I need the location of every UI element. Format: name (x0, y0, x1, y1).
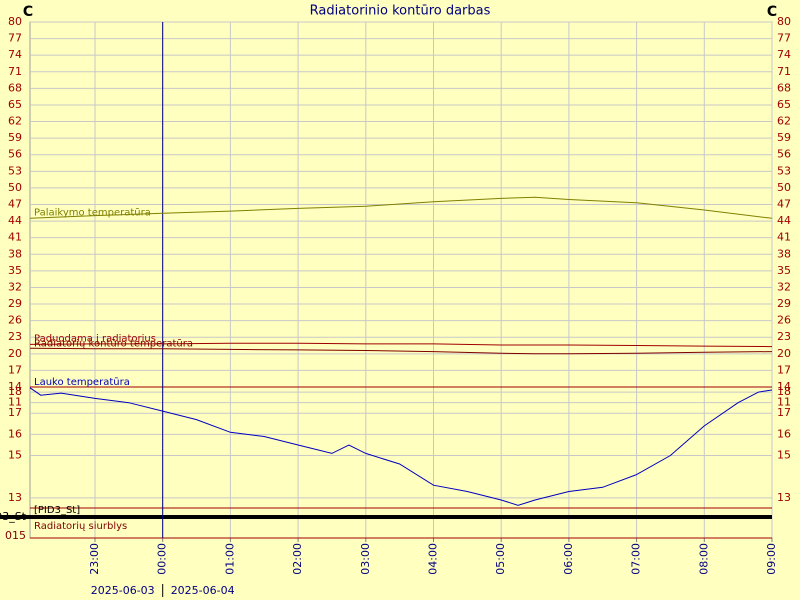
channel-label: D3_St (0, 510, 27, 523)
y-tick-label: 68 (8, 81, 22, 94)
y-tick-label: 65 (8, 98, 22, 111)
y-tick-label-right: 35 (777, 264, 791, 277)
y-tick-label: 29 (8, 297, 22, 310)
y-tick-label-right: 71 (777, 65, 791, 78)
y-tick-label-right: 62 (777, 115, 791, 128)
y-tick-label-right: 59 (777, 131, 791, 144)
y-tick-label-right: 50 (777, 181, 791, 194)
x-tick-label: 09:00 (765, 543, 778, 575)
y-tick-label: 14 (8, 380, 22, 393)
y2-tick-label: 17 (8, 406, 22, 419)
y-tick-label: 62 (8, 115, 22, 128)
x-tick-label: 06:00 (562, 543, 575, 575)
x-tick-label: 00:00 (156, 543, 169, 575)
chart-title: Radiatorinio kontūro darbas (310, 4, 491, 19)
y2-tick-label: 15 (8, 449, 22, 462)
channel-label: Radiatorių siurblys (34, 521, 127, 532)
x-tick-label: 23:00 (88, 543, 101, 575)
series-label: Paduodama į radiatorius (34, 333, 156, 344)
y-tick-label: 56 (8, 148, 22, 161)
y-tick-label: 38 (8, 247, 22, 260)
channel-label: 015 (5, 529, 26, 542)
series-line (29, 196, 773, 219)
x-tick-label: 01:00 (223, 543, 236, 575)
x-tick-label: 02:00 (291, 543, 304, 575)
y-tick-label-right: 53 (777, 164, 791, 177)
series-label: Palaikymo temperatūra (34, 207, 151, 218)
y2-tick-label-right: 11 (777, 396, 791, 409)
y2-tick-label: 18 (8, 385, 22, 398)
channel-label: [PID3_St] (34, 505, 80, 516)
x-tick-label: 07:00 (630, 543, 643, 575)
y-tick-label-right: 38 (777, 247, 791, 260)
y-tick-label-right: 80 (777, 15, 791, 28)
y2-tick-label-right: 13 (777, 491, 791, 504)
y-tick-label: 20 (8, 347, 22, 360)
y-tick-label-right: 41 (777, 231, 791, 244)
y-tick-label: 26 (8, 314, 22, 327)
y-tick-label: 53 (8, 164, 22, 177)
series-label: Lauko temperatūra (34, 377, 130, 388)
date-label: 2025-06-04 (171, 584, 235, 597)
y2-tick-label: 16 (8, 427, 22, 440)
y2-tick-label: 11 (8, 396, 22, 409)
y-tick-label: 59 (8, 131, 22, 144)
plot-area (29, 21, 773, 539)
y-tick-label-right: 65 (777, 98, 791, 111)
x-tick-label: 08:00 (697, 543, 710, 575)
y-tick-label-right: 20 (777, 347, 791, 360)
series-label: Radiatorių kontūro temperatūra (34, 338, 193, 349)
y-axis-label: C (23, 4, 33, 20)
y-tick-label-right: 74 (777, 48, 791, 61)
y-tick-label-right: 26 (777, 314, 791, 327)
y-tick-label-right: 47 (777, 198, 791, 211)
y-tick-label: 71 (8, 65, 22, 78)
y-tick-label: 50 (8, 181, 22, 194)
x-tick-label: 03:00 (359, 543, 372, 575)
y-tick-label: 23 (8, 330, 22, 343)
series-line (29, 347, 773, 355)
y-tick-label-right: 14 (777, 380, 791, 393)
y-axis-label-right: C (767, 4, 777, 20)
x-tick-label: 05:00 (494, 543, 507, 575)
y-tick-label: 41 (8, 231, 22, 244)
y-tick-label: 35 (8, 264, 22, 277)
y-tick-label-right: 29 (777, 297, 791, 310)
y-tick-label-right: 32 (777, 280, 791, 293)
y-tick-label-right: 17 (777, 363, 791, 376)
y2-tick-label-right: 15 (777, 449, 791, 462)
series-line (29, 387, 773, 506)
y2-tick-label: 13 (8, 491, 22, 504)
y-tick-label: 77 (8, 32, 22, 45)
x-tick-label: 04:00 (426, 543, 439, 575)
y-tick-label: 44 (8, 214, 22, 227)
y-tick-label: 32 (8, 280, 22, 293)
y-tick-label-right: 56 (777, 148, 791, 161)
y-tick-label: 47 (8, 198, 22, 211)
y2-tick-label-right: 18 (777, 385, 791, 398)
y-tick-label-right: 68 (777, 81, 791, 94)
y-tick-label: 17 (8, 363, 22, 376)
y-tick-label: 74 (8, 48, 22, 61)
y-tick-label-right: 44 (777, 214, 791, 227)
date-label: 2025-06-03 (91, 584, 155, 597)
y-tick-label-right: 23 (777, 330, 791, 343)
y-tick-label-right: 77 (777, 32, 791, 45)
y2-tick-label-right: 17 (777, 406, 791, 419)
series-line (29, 342, 773, 348)
y2-tick-label-right: 16 (777, 427, 791, 440)
y-tick-label: 80 (8, 15, 22, 28)
